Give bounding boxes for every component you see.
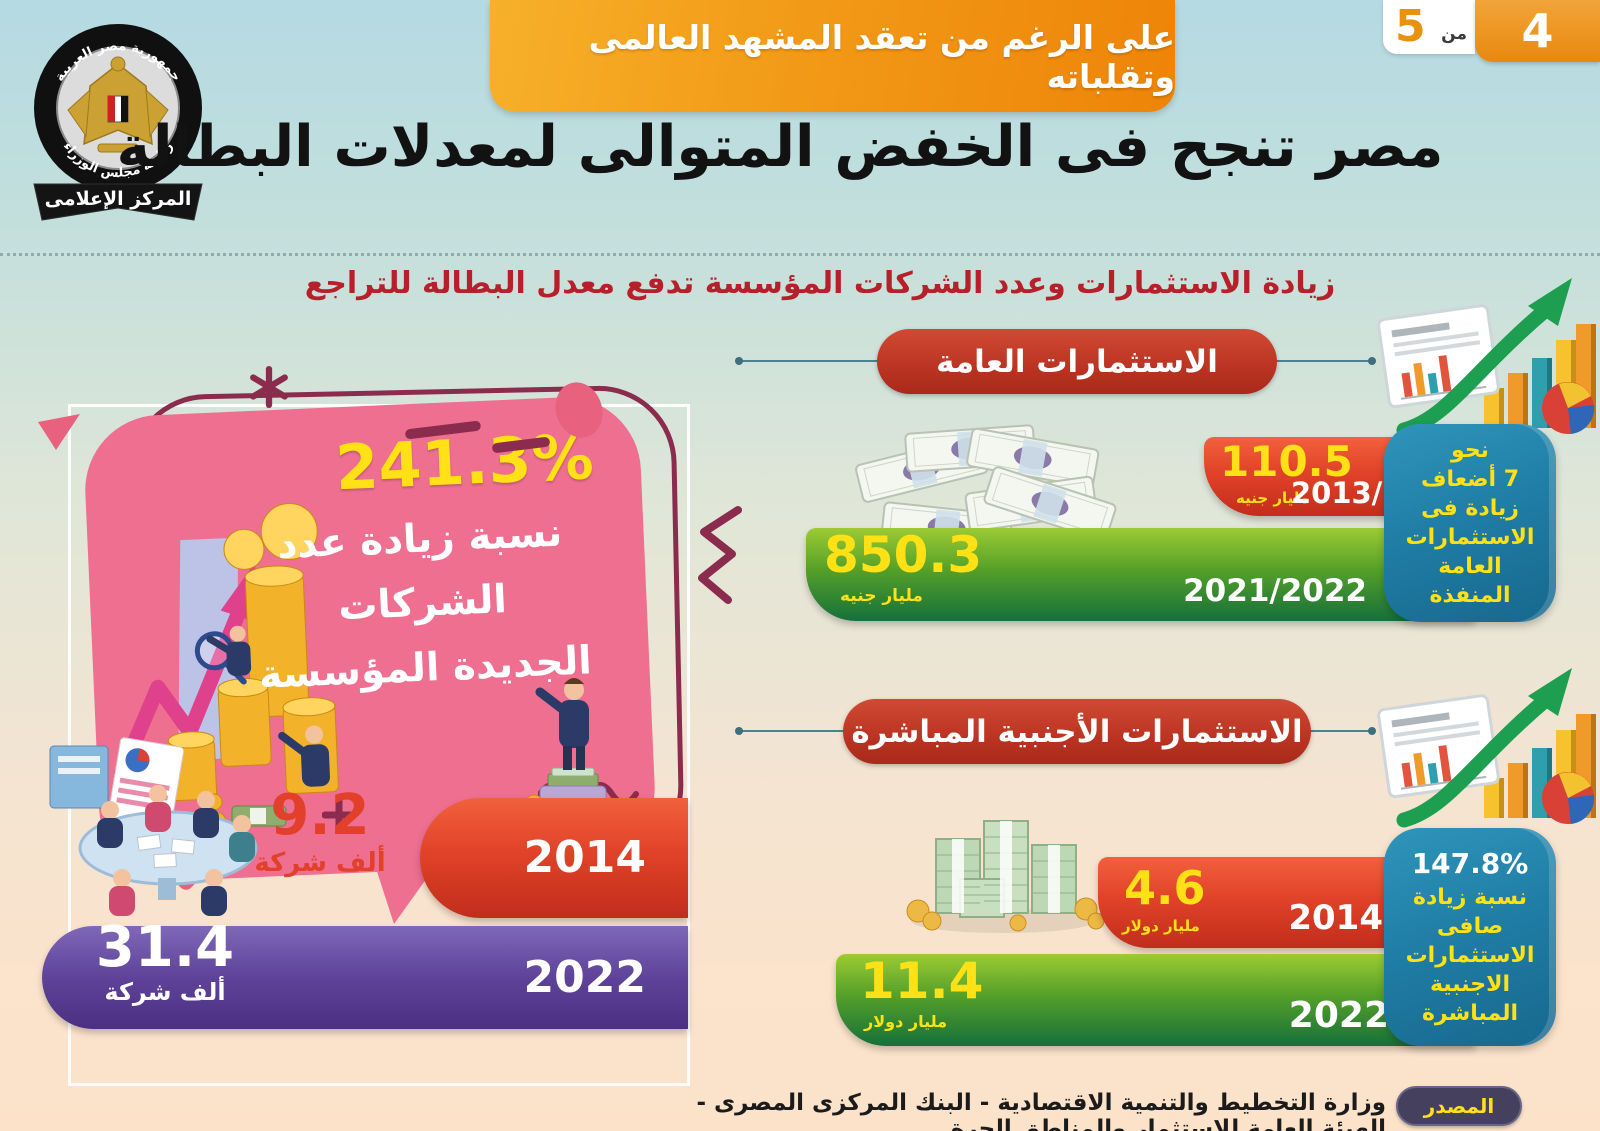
line-dot [735, 727, 743, 735]
companies-bar-2022-year: 2022 [523, 952, 646, 1003]
page-of-label: من [1441, 24, 1467, 44]
public-investments-header-text: الاستثمارات العامة [936, 343, 1218, 380]
page-current-box: 4 [1475, 0, 1600, 62]
companies-bar-2022: 31.4 ألف شركة 2022 [42, 920, 688, 1029]
fdi-bar-2022: 11.4 مليار دولار 2022 [836, 954, 1475, 1046]
public-investments-bar-2022: 850.3 مليار جنيه 2021/2022 [806, 528, 1475, 621]
logo-center-text: المركز الإعلامى [45, 188, 192, 210]
eagle-icon [67, 56, 169, 153]
line-dot [1368, 357, 1376, 365]
fdi-callout-line: صافى [1436, 913, 1504, 939]
page-total-box: 5 من [1383, 0, 1475, 54]
line-dot [735, 357, 743, 365]
pi-callout-line: الاستثمارات [1405, 525, 1535, 550]
chart-growth-illustration [1377, 668, 1596, 828]
line-dot [1368, 727, 1376, 735]
companies-2022-value: 31.4 [95, 915, 235, 980]
page-title: مصر تنجح فى الخفض المتوالى لمعدلات البطا… [116, 114, 1444, 180]
companies-2014-value: 9.2 [270, 783, 370, 848]
pi-2014-value: 110.5 [1220, 437, 1353, 486]
public-investments-callout: نحو 7 أضعاف زيادة فى الاستثمارات العامة … [1384, 424, 1556, 622]
page-subtitle: زيادة الاستثمارات وعدد الشركات المؤسسة ت… [304, 266, 1336, 301]
fdi-2014-unit: مليار دولار [1122, 917, 1200, 935]
coins-growth-illustration [107, 502, 339, 836]
source-label: المصدر [1423, 1094, 1495, 1118]
pi-callout-line: العامة [1438, 554, 1502, 580]
companies-caption-line1: نسبة زيادة عدد الشركات [276, 510, 564, 630]
companies-2022-unit: ألف شركة [104, 978, 226, 1006]
asterisk-decoration [250, 366, 288, 408]
fdi-2014-value: 4.6 [1124, 861, 1206, 915]
companies-bar-2014-year: 2014 [523, 832, 646, 883]
fdi-callout-line: نسبة زيادة [1412, 884, 1528, 910]
top-banner: على الرغم من تعقد المشهد العالمى وتقلبات… [490, 0, 1175, 112]
source-text: وزارة التخطيط والتنمية الاقتصادية - البن… [696, 1090, 1386, 1131]
fdi-callout: 147.8% نسبة زيادة صافى الاستثمارات الاجن… [1384, 828, 1556, 1046]
fdi-callout-line: الاستثمارات [1405, 942, 1535, 968]
companies-2022-value-block: 31.4 ألف شركة [90, 915, 240, 1007]
source-pill: المصدر [1396, 1086, 1522, 1126]
pi-callout-line: المنفذة [1429, 583, 1511, 609]
zigzag-decoration [698, 506, 742, 604]
fdi-header-text: الاستثمارات الأجنبية المباشرة [851, 713, 1303, 750]
fdi-header: الاستثمارات الأجنبية المباشرة [843, 699, 1311, 764]
pi-callout-line: نحو [1451, 437, 1489, 463]
fdi-2022-year: 2022 [1288, 995, 1389, 1036]
chart-growth-illustration [1377, 278, 1596, 438]
companies-bar-2014: 2014 [420, 798, 688, 918]
fdi-callout-pct: 147.8% [1411, 846, 1529, 880]
banner-text: على الرغم من تعقد المشهد العالمى وتقلبات… [588, 18, 1175, 96]
fdi-2022-unit: مليار دولار [864, 1012, 948, 1031]
pi-callout-line: زيادة فى [1421, 495, 1519, 521]
companies-2014-unit: ألف شركة [254, 848, 386, 878]
pi-2022-year: 2021/2022 [1183, 573, 1367, 609]
dotted-separator [0, 253, 1600, 256]
page-counter: 5 من 4 [1383, 0, 1600, 64]
companies-highlight-blob: 241.3% نسبة زيادة عدد الشركات الجديدة ال… [82, 394, 658, 884]
page-current: 4 [1521, 4, 1554, 58]
page-total: 5 [1395, 1, 1426, 52]
meeting-illustration [49, 745, 258, 916]
pi-2014-unit: مليار جنيه [1236, 489, 1310, 507]
public-investments-header: الاستثمارات العامة [877, 329, 1277, 394]
person-icon [206, 625, 252, 676]
fdi-2022-value: 11.4 [860, 952, 984, 1010]
fdi-callout-line: المباشرة [1421, 1001, 1519, 1027]
person-icon [278, 725, 330, 787]
triangle-decoration [38, 414, 80, 450]
pi-callout-line: 7 أضعاف [1420, 466, 1519, 492]
government-emblem-logo: جمهورية مصر العربية رئاسة مجلس الوزراء ا… [33, 24, 203, 221]
fdi-callout-line: الاجنبية [1429, 971, 1511, 997]
plus-decoration [322, 798, 356, 832]
pi-2022-unit: مليار جنيه [840, 586, 923, 606]
fdi-2014-year: 2014 [1288, 898, 1383, 938]
companies-2014-value-block: 9.2 ألف شركة [246, 783, 394, 879]
dollar-stacks-illustration [906, 820, 1105, 933]
pi-2022-value: 850.3 [824, 526, 983, 584]
